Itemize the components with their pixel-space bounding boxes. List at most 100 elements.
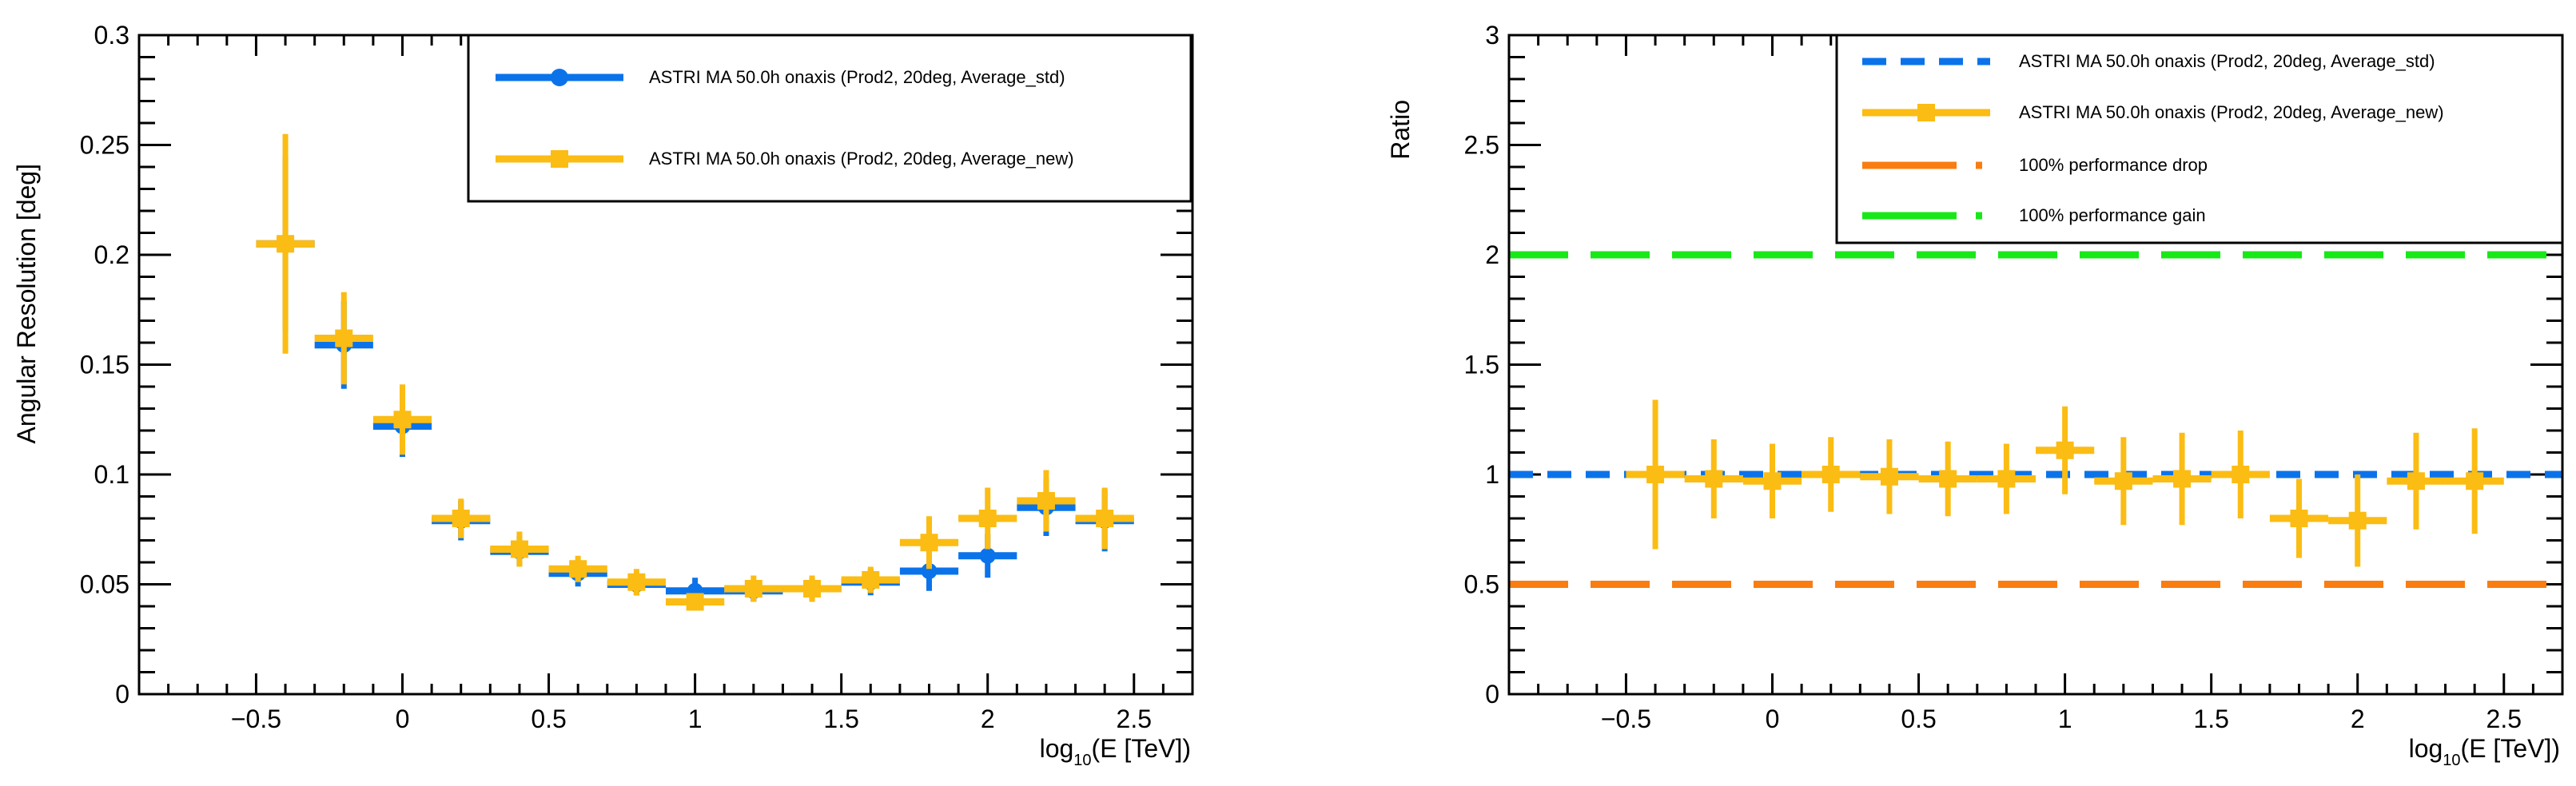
right-legend-box (1835, 34, 2564, 244)
right-y-tick-label: 0.5 (1464, 570, 1499, 599)
right-x-axis-title-sub: 10 (2443, 752, 2460, 769)
left-legend-new-label: ASTRI MA 50.0h onaxis (Prod2, 20deg, Ave… (649, 149, 1074, 169)
left-new-point (1075, 487, 1134, 550)
left-x-tick-label: 1.5 (823, 705, 858, 733)
left-axes: −0.5 0 0.5 1 1.5 2 2.5 0 0.05 0.1 0.15 0.2 0.25 0.3 (80, 21, 1194, 733)
left-new-marker (335, 329, 353, 347)
right-new-marker (2407, 472, 2425, 490)
right-new-marker (1997, 470, 2016, 488)
right-new-marker (1880, 467, 1898, 486)
left-panel: −0.5 0 0.5 1 1.5 2 2.5 0 0.05 0.1 0.15 0.2 0.25 0.3 A… (12, 21, 1194, 769)
left-new-point (256, 133, 315, 354)
left-legend-entry-std: ASTRI MA 50.0h onaxis (Prod2, 20deg, Ave… (496, 67, 1065, 87)
left-new-marker (627, 573, 646, 591)
left-new-marker (686, 593, 704, 611)
left-std-marker (921, 563, 938, 579)
right-data (1509, 251, 2562, 588)
left-new-marker (744, 580, 762, 597)
right-legend-std-label: ASTRI MA 50.0h onaxis (Prod2, 20deg, Ave… (2019, 51, 2435, 71)
right-new-point (2328, 474, 2387, 567)
right-new-marker (2348, 511, 2367, 530)
right-new-point (1684, 439, 1743, 518)
left-x-tick-label: 2 (981, 705, 995, 733)
right-new-point (2211, 431, 2270, 518)
left-new-point (490, 531, 549, 567)
left-new-marker (862, 571, 880, 589)
left-new-point (899, 516, 959, 570)
right-x-tick-label: −0.5 (1601, 705, 1651, 733)
right-x-tick-label: 0 (1766, 705, 1780, 733)
left-new-marker (978, 510, 997, 527)
right-legend-gain-label: 100% performance gain (2019, 205, 2206, 225)
right-new-point (2094, 437, 2153, 526)
right-x-tick-label: 1.5 (2193, 705, 2228, 733)
right-y-tick-label: 2 (1485, 240, 1499, 269)
left-new-point (1017, 470, 1076, 532)
right-y-axis-title: Ratio (1386, 100, 1415, 160)
right-y-tick-label: 0 (1485, 680, 1499, 709)
right-new-point (2152, 432, 2212, 526)
left-y-tick-label: 0.05 (80, 570, 129, 599)
left-new-point (432, 498, 491, 538)
right-new-point (1626, 399, 1685, 550)
left-y-tick-label: 0.2 (94, 240, 129, 269)
right-legend-entry-new: ASTRI MA 50.0h onaxis (Prod2, 20deg, Ave… (1862, 102, 2444, 122)
right-legend-new-marker (1917, 104, 1935, 121)
right-x-axis-title-tail: (E [TeV]) (2461, 734, 2560, 763)
right-y-tick-label: 3 (1485, 21, 1499, 50)
left-new-point (724, 575, 783, 602)
left-legend-std-label: ASTRI MA 50.0h onaxis (Prod2, 20deg, Ave… (649, 67, 1065, 87)
left-y-tick-label: 0.3 (94, 21, 129, 50)
left-new-point (782, 575, 842, 602)
right-new-marker (2114, 472, 2132, 490)
right-new-point (2036, 406, 2095, 494)
left-x-tick-label: 1 (688, 705, 703, 733)
left-legend: ASTRI MA 50.0h onaxis (Prod2, 20deg, Ave… (467, 34, 1192, 203)
right-new-marker (1763, 472, 1782, 490)
right-new-marker (2232, 466, 2250, 483)
right-new-marker (2290, 510, 2308, 527)
left-new-point (958, 487, 1017, 550)
left-new-marker (1037, 492, 1055, 510)
right-new-point (1742, 443, 1802, 518)
left-y-tick-label: 0.15 (80, 351, 129, 379)
left-legend-new-marker (551, 150, 568, 168)
right-y-tick-label: 2.5 (1464, 131, 1499, 160)
left-x-axis-title-main: log (1040, 734, 1074, 763)
right-new-point (1977, 443, 2036, 514)
right-new-marker (2056, 441, 2074, 459)
left-y-tick-label: 0 (115, 680, 129, 709)
right-x-tick-label: 2.5 (2486, 705, 2522, 733)
left-y-axis-title: Angular Resolution [deg] (12, 164, 41, 443)
right-legend-entry-std: ASTRI MA 50.0h onaxis (Prod2, 20deg, Ave… (1862, 51, 2435, 71)
left-legend-entry-new: ASTRI MA 50.0h onaxis (Prod2, 20deg, Ave… (496, 149, 1074, 169)
left-x-axis-title-sub: 10 (1073, 752, 1091, 769)
left-new-marker (393, 411, 412, 429)
left-new-point (607, 569, 666, 596)
left-new-marker (510, 540, 528, 558)
left-new-marker (277, 235, 295, 253)
right-legend-new-label: ASTRI MA 50.0h onaxis (Prod2, 20deg, Ave… (2019, 102, 2444, 122)
left-new-marker (1096, 510, 1114, 527)
left-x-axis-title: log10(E [TeV]) (1040, 734, 1191, 769)
right-new-marker (1939, 470, 1957, 488)
left-legend-std-marker (551, 69, 568, 86)
right-new-point (1918, 441, 1977, 517)
right-new-point (2387, 432, 2446, 530)
left-new-point (372, 384, 432, 455)
right-legend-entry-gain: 100% performance gain (1862, 205, 2206, 225)
left-new-point (314, 292, 373, 385)
right-new-marker (2466, 472, 2484, 490)
left-new-point (548, 555, 607, 582)
left-x-tick-label: −0.5 (231, 705, 281, 733)
right-new-marker (1646, 466, 1665, 483)
left-x-axis-title-tail: (E [TeV]) (1092, 734, 1191, 763)
left-new-marker (803, 580, 822, 597)
right-new-marker (2173, 470, 2192, 488)
right-new-marker (1705, 470, 1723, 488)
left-std-marker (979, 547, 996, 564)
left-y-tick-label: 0.25 (80, 131, 129, 160)
left-new-point (841, 566, 900, 593)
right-new-point (2269, 478, 2329, 558)
